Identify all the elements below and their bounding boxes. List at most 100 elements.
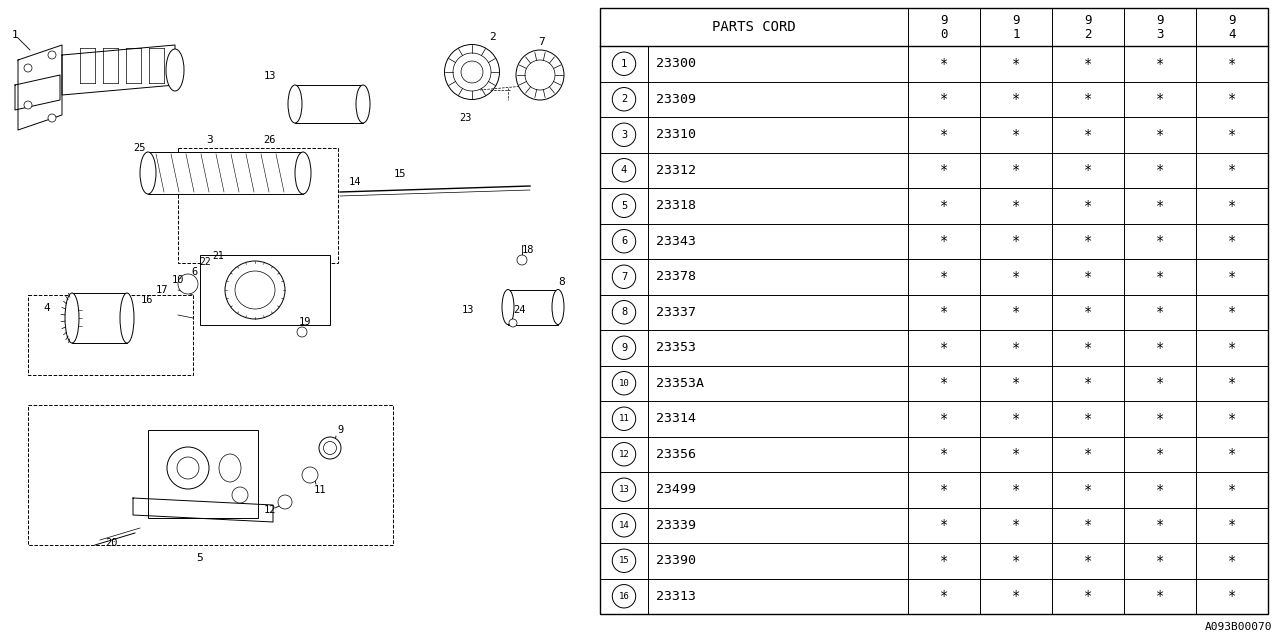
Text: *: * — [1156, 518, 1165, 532]
Text: *: * — [1156, 589, 1165, 604]
Text: 1: 1 — [12, 30, 18, 40]
Text: 2: 2 — [1084, 28, 1092, 40]
Text: *: * — [1011, 589, 1020, 604]
Text: *: * — [1084, 447, 1092, 461]
Text: *: * — [940, 340, 948, 355]
Bar — [28, 405, 393, 545]
Text: 23390: 23390 — [657, 554, 696, 567]
Text: *: * — [1011, 128, 1020, 141]
Text: 9: 9 — [1084, 13, 1092, 26]
Text: *: * — [940, 412, 948, 426]
Text: 11: 11 — [618, 414, 630, 423]
Text: *: * — [1084, 128, 1092, 141]
Text: 23309: 23309 — [657, 93, 696, 106]
Text: 12: 12 — [264, 505, 276, 515]
Text: *: * — [1156, 128, 1165, 141]
Text: 16: 16 — [618, 592, 630, 601]
Circle shape — [612, 513, 636, 537]
Text: 1: 1 — [621, 59, 627, 68]
Circle shape — [612, 584, 636, 608]
Text: 23318: 23318 — [657, 199, 696, 212]
Text: 9: 9 — [621, 343, 627, 353]
Text: *: * — [940, 57, 948, 71]
Text: *: * — [940, 269, 948, 284]
Text: *: * — [1084, 376, 1092, 390]
Text: *: * — [1011, 412, 1020, 426]
Circle shape — [517, 255, 527, 265]
Circle shape — [612, 88, 636, 111]
Text: *: * — [940, 518, 948, 532]
Text: *: * — [1156, 483, 1165, 497]
Text: 23339: 23339 — [657, 519, 696, 532]
Text: 2: 2 — [621, 94, 627, 104]
Circle shape — [612, 265, 636, 289]
Text: *: * — [1156, 554, 1165, 568]
Text: *: * — [1084, 163, 1092, 177]
Circle shape — [612, 52, 636, 76]
Text: 9: 9 — [941, 13, 947, 26]
Text: *: * — [940, 589, 948, 604]
Text: 23313: 23313 — [657, 589, 696, 603]
Text: 13: 13 — [264, 71, 276, 81]
Text: *: * — [940, 447, 948, 461]
Text: *: * — [1228, 199, 1236, 212]
Text: 23356: 23356 — [657, 448, 696, 461]
Text: 3: 3 — [206, 135, 214, 145]
Ellipse shape — [65, 293, 79, 343]
Text: 7: 7 — [621, 272, 627, 282]
Text: 9: 9 — [1156, 13, 1164, 26]
Text: 21: 21 — [212, 251, 224, 261]
Text: 23353: 23353 — [657, 341, 696, 355]
Text: *: * — [1228, 128, 1236, 141]
Circle shape — [612, 123, 636, 147]
Text: *: * — [1228, 376, 1236, 390]
Text: *: * — [1011, 92, 1020, 106]
Text: 9: 9 — [337, 425, 343, 435]
Text: *: * — [940, 376, 948, 390]
Bar — [28, 295, 193, 375]
Text: *: * — [1228, 447, 1236, 461]
Text: 4: 4 — [44, 303, 50, 313]
Text: 19: 19 — [298, 317, 311, 327]
Text: 11: 11 — [314, 485, 326, 495]
Text: *: * — [1084, 199, 1092, 212]
Circle shape — [24, 64, 32, 72]
Ellipse shape — [177, 457, 198, 479]
Ellipse shape — [453, 53, 492, 91]
Text: *: * — [1011, 518, 1020, 532]
Text: *: * — [1228, 412, 1236, 426]
Text: *: * — [1011, 305, 1020, 319]
Bar — [178, 148, 338, 263]
Text: *: * — [940, 92, 948, 106]
Text: *: * — [1084, 92, 1092, 106]
Text: *: * — [1084, 340, 1092, 355]
Circle shape — [302, 467, 317, 483]
Circle shape — [509, 319, 517, 327]
Text: 14: 14 — [348, 177, 361, 187]
Ellipse shape — [140, 152, 156, 194]
Text: 24: 24 — [513, 305, 526, 315]
Text: *: * — [1156, 199, 1165, 212]
Text: *: * — [1011, 57, 1020, 71]
Text: 1: 1 — [1012, 28, 1020, 40]
Ellipse shape — [288, 85, 302, 123]
Text: *: * — [1156, 447, 1165, 461]
Text: 5: 5 — [621, 201, 627, 211]
Text: *: * — [1011, 269, 1020, 284]
Bar — [72, 293, 127, 343]
Text: *: * — [1011, 447, 1020, 461]
Circle shape — [232, 487, 248, 503]
Text: *: * — [1011, 554, 1020, 568]
Text: 23337: 23337 — [657, 306, 696, 319]
Text: PARTS CORD: PARTS CORD — [712, 20, 796, 34]
Text: *: * — [1228, 269, 1236, 284]
Text: *: * — [1011, 376, 1020, 390]
Ellipse shape — [294, 152, 311, 194]
Circle shape — [612, 407, 636, 431]
Ellipse shape — [356, 85, 370, 123]
Text: 15: 15 — [618, 556, 630, 565]
Text: *: * — [1228, 234, 1236, 248]
Ellipse shape — [166, 447, 209, 489]
Text: 10: 10 — [618, 379, 630, 388]
Text: *: * — [1156, 234, 1165, 248]
